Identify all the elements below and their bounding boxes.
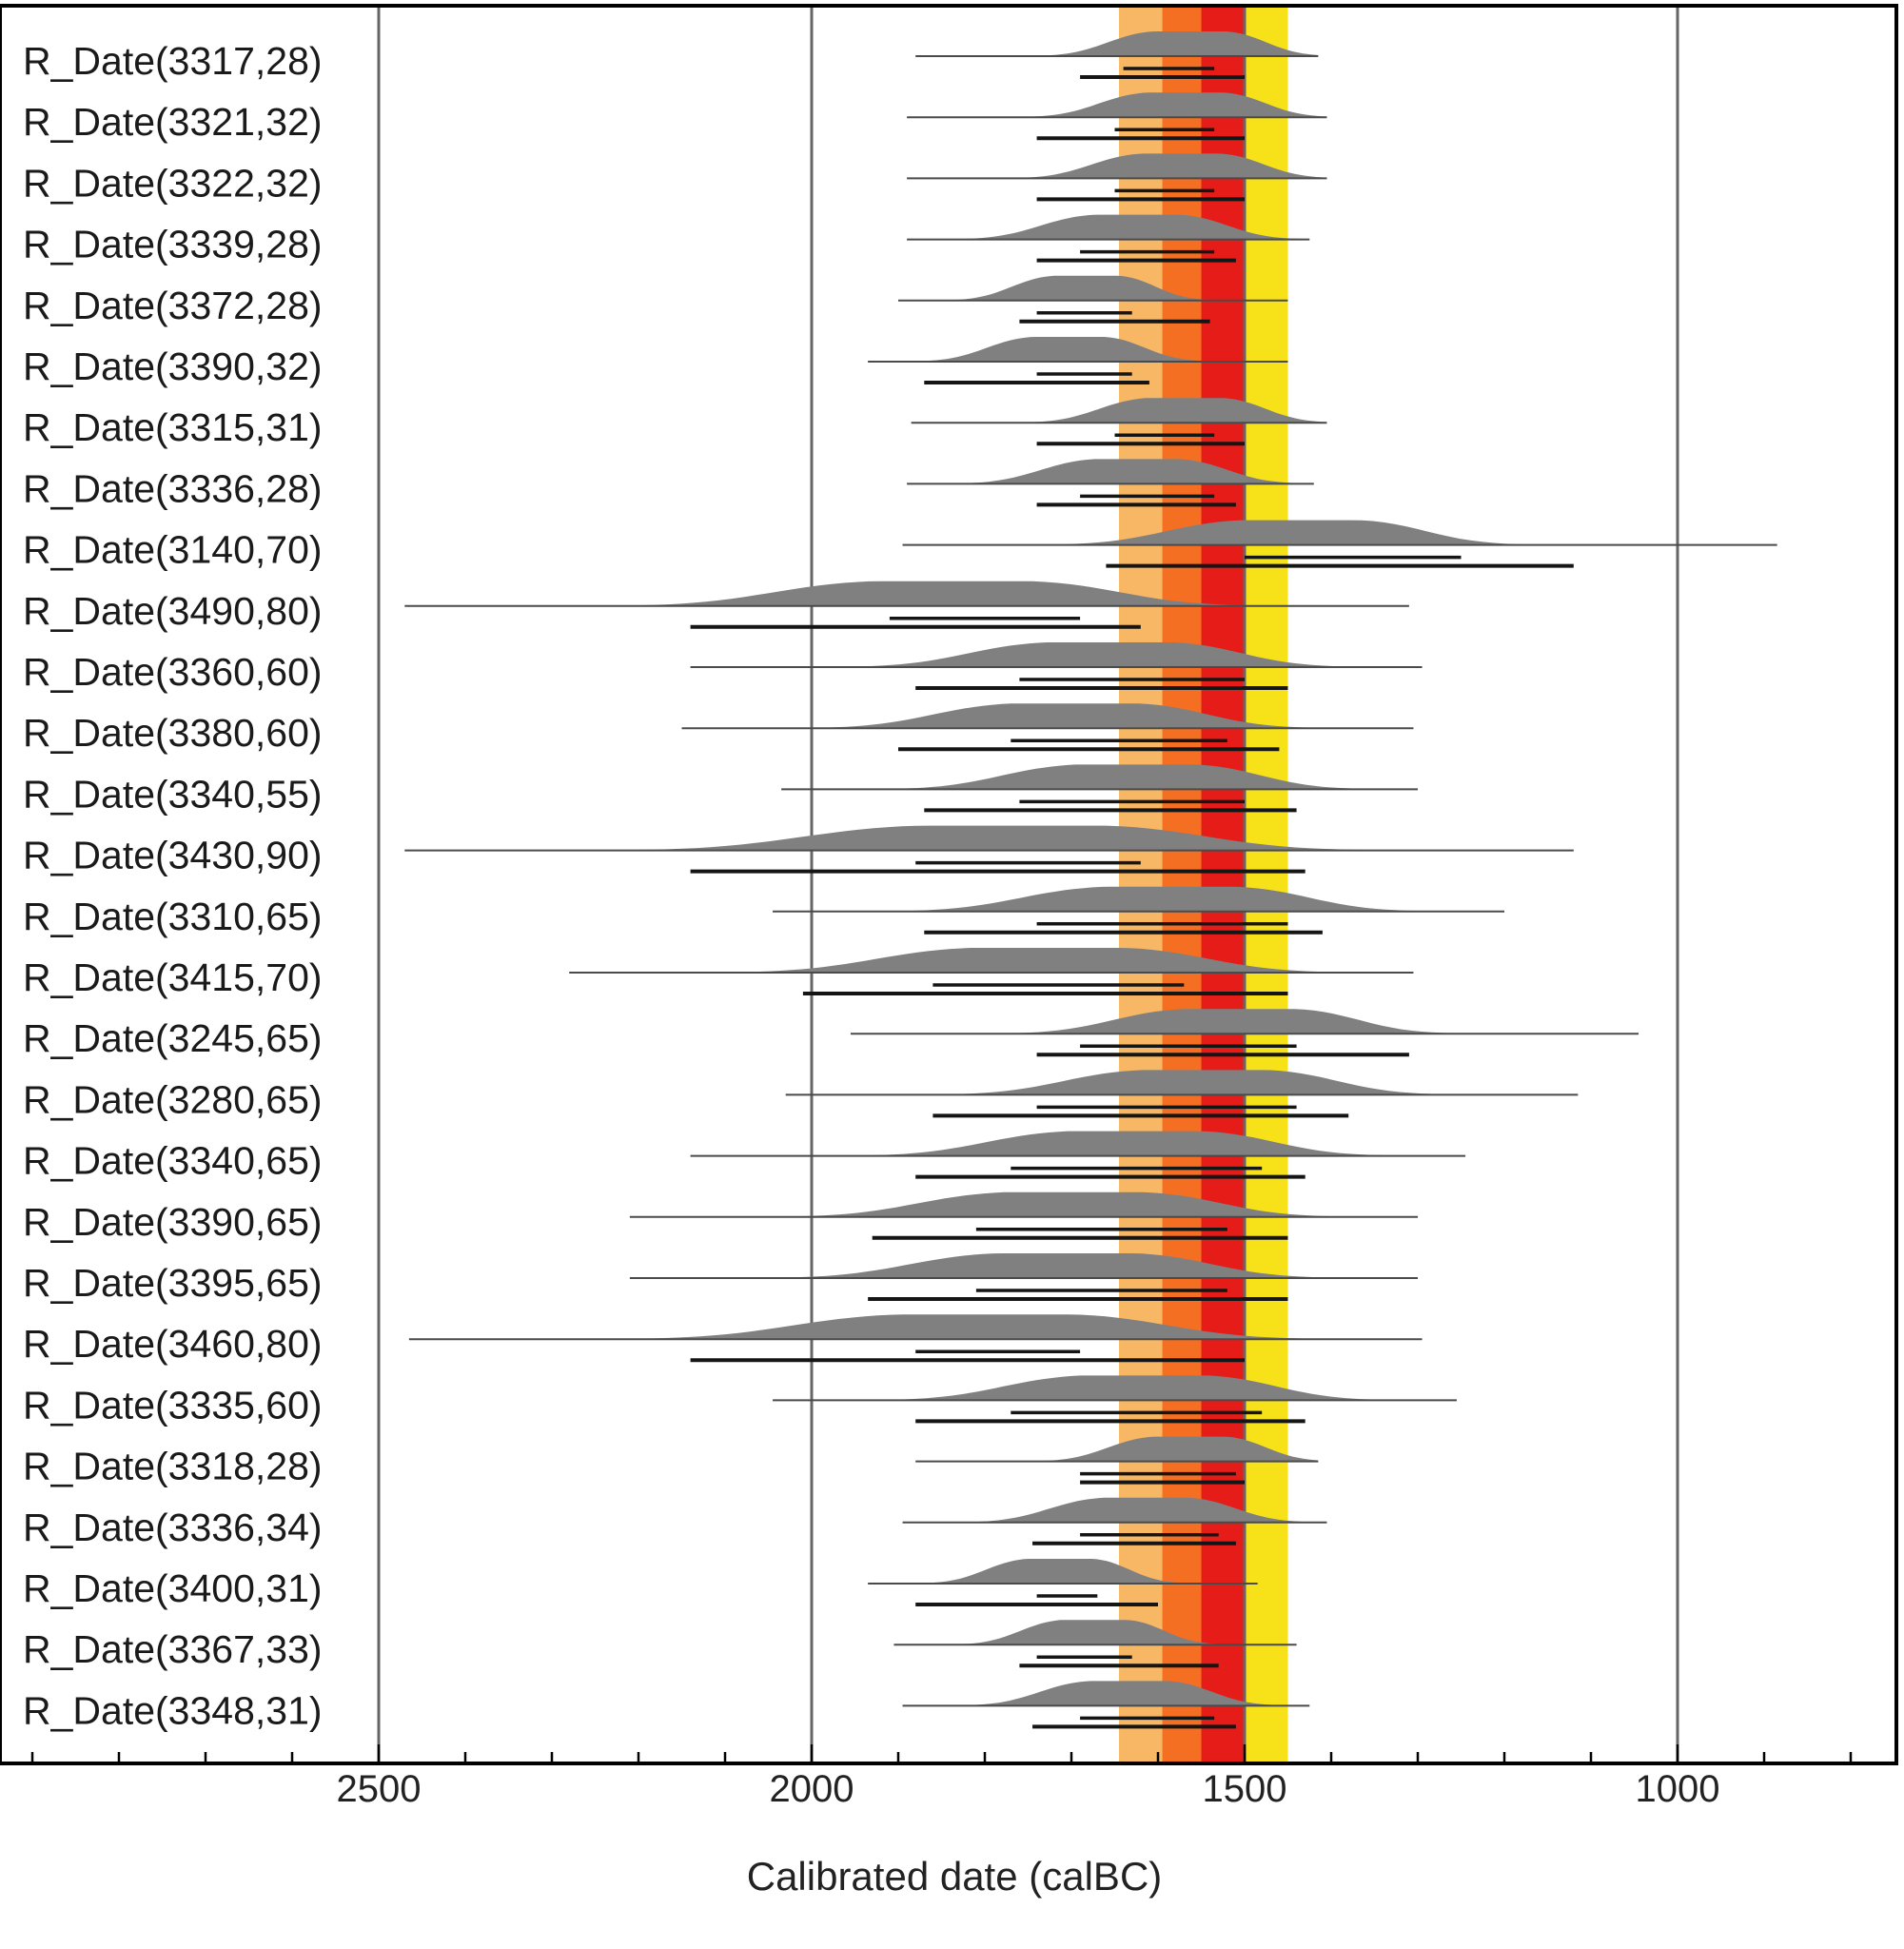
row-3430-90 xyxy=(404,825,1574,874)
row-label: R_Date(3280,65) xyxy=(23,1077,323,1121)
row-3390-65 xyxy=(629,1191,1418,1240)
row-3372-28 xyxy=(898,275,1288,324)
row-label: R_Date(3140,70) xyxy=(23,528,323,572)
row-3380-60 xyxy=(681,703,1414,752)
distribution-curve xyxy=(690,642,1423,667)
distribution-curve xyxy=(781,764,1418,790)
distribution-curve xyxy=(404,581,1409,606)
distribution-curve xyxy=(907,92,1327,118)
row-3390-32 xyxy=(868,337,1288,384)
row-label: R_Date(3335,60) xyxy=(23,1383,323,1427)
tick-label-1500: 1500 xyxy=(1203,1768,1287,1810)
distribution-curve xyxy=(898,275,1288,301)
row-label: R_Date(3415,70) xyxy=(23,955,323,999)
distribution-curve xyxy=(893,1620,1297,1645)
row-label: R_Date(3336,34) xyxy=(23,1506,323,1549)
row-label: R_Date(3380,60) xyxy=(23,711,323,755)
distribution-curve xyxy=(629,1191,1418,1217)
distribution-curve xyxy=(785,1070,1579,1095)
distribution-curve xyxy=(902,520,1777,545)
row-3336-34 xyxy=(902,1497,1327,1545)
distribution-curve xyxy=(902,1497,1327,1523)
row-label: R_Date(3339,28) xyxy=(23,223,323,266)
gridlines xyxy=(377,6,1679,1763)
row-labels: R_Date(3317,28) R_Date(3321,32) R_Date(332… xyxy=(23,39,323,1732)
row-3348-31 xyxy=(902,1681,1310,1729)
row-3245-65 xyxy=(850,1009,1639,1057)
distribution-curve xyxy=(902,1681,1310,1706)
tick-label-1000: 1000 xyxy=(1636,1768,1720,1810)
row-label: R_Date(3367,33) xyxy=(23,1627,323,1671)
row-label: R_Date(3460,80) xyxy=(23,1322,323,1366)
row-3335-60 xyxy=(773,1375,1457,1424)
row-label: R_Date(3430,90) xyxy=(23,834,323,877)
x-axis-title: Calibrated date (calBC) xyxy=(747,1854,1163,1899)
row-3336-28 xyxy=(907,459,1314,507)
tick-label-2500: 2500 xyxy=(337,1768,422,1810)
row-label: R_Date(3340,65) xyxy=(23,1139,323,1183)
row-label: R_Date(3360,60) xyxy=(23,650,323,694)
distribution-curve xyxy=(569,948,1414,973)
row-label: R_Date(3348,31) xyxy=(23,1688,323,1732)
row-3367-33 xyxy=(893,1620,1297,1668)
row-3310-65 xyxy=(773,886,1504,935)
row-label: R_Date(3390,65) xyxy=(23,1200,323,1244)
row-3460-80 xyxy=(408,1314,1423,1363)
row-label: R_Date(3310,65) xyxy=(23,895,323,938)
distribution-curve xyxy=(690,1131,1466,1156)
row-label: R_Date(3490,80) xyxy=(23,589,323,633)
row-label: R_Date(3322,32) xyxy=(23,161,323,205)
distribution-curve xyxy=(404,825,1574,851)
row-3140-70 xyxy=(902,520,1777,568)
row-3315-31 xyxy=(911,398,1327,446)
distribution-curve xyxy=(915,1436,1319,1462)
x-axis: 2500 2000 1500 1000 xyxy=(30,1744,1853,1810)
row-label: R_Date(3315,31) xyxy=(23,405,323,449)
row-3318-28 xyxy=(915,1436,1319,1485)
plot-frame xyxy=(0,4,1898,1765)
distribution-curve xyxy=(907,153,1327,179)
row-label: R_Date(3400,31) xyxy=(23,1566,323,1610)
row-3321-32 xyxy=(907,92,1327,141)
row-3360-60 xyxy=(690,642,1423,690)
distribution-curve xyxy=(681,703,1414,729)
distribution-curve xyxy=(773,886,1504,912)
row-3322-32 xyxy=(907,153,1327,202)
distribution-curve xyxy=(868,337,1288,362)
distribution-curve xyxy=(629,1253,1418,1278)
row-label: R_Date(3321,32) xyxy=(23,100,323,144)
row-label: R_Date(3395,65) xyxy=(23,1261,323,1305)
row-3490-80 xyxy=(404,581,1409,629)
row-label: R_Date(3340,55) xyxy=(23,772,323,816)
row-label: R_Date(3390,32) xyxy=(23,345,323,388)
series-layer xyxy=(404,31,1777,1729)
row-3340-55 xyxy=(781,764,1418,813)
distribution-curve xyxy=(911,398,1327,423)
distribution-curve xyxy=(907,214,1310,240)
row-3340-65 xyxy=(690,1131,1466,1179)
row-label: R_Date(3372,28) xyxy=(23,284,323,327)
row-3400-31 xyxy=(868,1559,1258,1606)
row-label: R_Date(3318,28) xyxy=(23,1445,323,1488)
row-label: R_Date(3245,65) xyxy=(23,1016,323,1060)
row-label: R_Date(3317,28) xyxy=(23,39,323,83)
band-red xyxy=(1201,6,1245,1763)
row-3339-28 xyxy=(907,214,1310,263)
distribution-curve xyxy=(907,459,1314,484)
distribution-curve xyxy=(868,1559,1258,1584)
tick-label-2000: 2000 xyxy=(770,1768,854,1810)
row-3280-65 xyxy=(785,1070,1579,1118)
distribution-curve xyxy=(850,1009,1639,1034)
row-3415-70 xyxy=(569,948,1414,995)
row-label: R_Date(3336,28) xyxy=(23,466,323,510)
distribution-curve xyxy=(773,1375,1457,1401)
distribution-curve xyxy=(408,1314,1423,1340)
row-3395-65 xyxy=(629,1253,1418,1301)
row-3317-28 xyxy=(915,31,1319,79)
distribution-curve xyxy=(915,31,1319,56)
